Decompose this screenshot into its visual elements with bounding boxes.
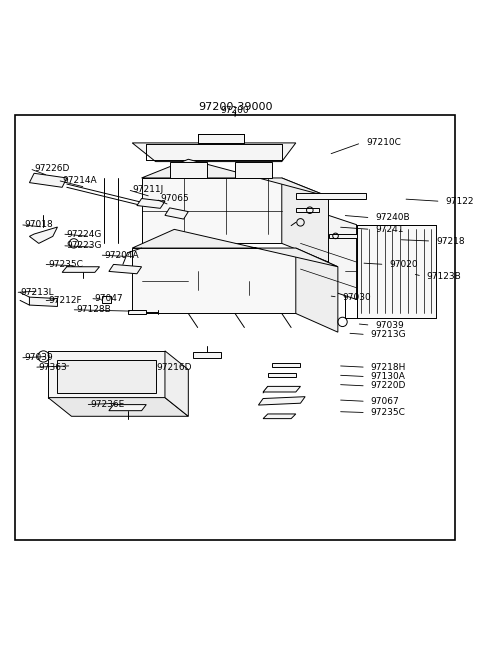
Polygon shape xyxy=(357,225,436,318)
Polygon shape xyxy=(142,159,328,196)
Polygon shape xyxy=(235,162,273,178)
Polygon shape xyxy=(102,295,111,303)
Polygon shape xyxy=(258,397,305,405)
Polygon shape xyxy=(132,248,296,314)
Text: 97214A: 97214A xyxy=(62,176,97,185)
Text: 97226D: 97226D xyxy=(34,164,70,173)
Text: 97236E: 97236E xyxy=(90,400,124,409)
Text: 97213L: 97213L xyxy=(20,288,54,297)
Polygon shape xyxy=(165,208,188,219)
Polygon shape xyxy=(142,178,282,244)
Polygon shape xyxy=(48,398,188,417)
Polygon shape xyxy=(282,178,328,262)
Polygon shape xyxy=(58,360,156,393)
Polygon shape xyxy=(268,373,296,377)
Polygon shape xyxy=(29,297,58,307)
Polygon shape xyxy=(132,229,338,267)
Polygon shape xyxy=(193,352,221,358)
Polygon shape xyxy=(296,208,319,212)
Text: 97122: 97122 xyxy=(445,196,474,206)
Polygon shape xyxy=(165,351,188,417)
Text: 97211J: 97211J xyxy=(132,185,164,194)
Text: 97218: 97218 xyxy=(436,236,465,246)
Text: 97213G: 97213G xyxy=(371,330,406,339)
Polygon shape xyxy=(273,363,300,367)
Text: 97204A: 97204A xyxy=(104,251,139,259)
Polygon shape xyxy=(62,267,99,272)
Text: 97216D: 97216D xyxy=(156,363,192,372)
Text: 97039: 97039 xyxy=(25,354,53,362)
Polygon shape xyxy=(300,206,357,299)
Text: 97039: 97039 xyxy=(375,321,404,329)
Text: 97130A: 97130A xyxy=(371,372,406,381)
Polygon shape xyxy=(109,265,142,274)
Text: 97030: 97030 xyxy=(343,293,372,301)
Polygon shape xyxy=(137,198,165,208)
Text: 97235C: 97235C xyxy=(48,260,83,269)
Text: 97020: 97020 xyxy=(389,260,418,269)
Polygon shape xyxy=(48,351,165,398)
Text: 97220D: 97220D xyxy=(371,381,406,390)
Polygon shape xyxy=(296,248,338,332)
Polygon shape xyxy=(109,405,146,411)
Bar xyxy=(345,225,357,318)
Text: 97224G: 97224G xyxy=(67,229,102,238)
Text: 97123B: 97123B xyxy=(427,272,461,280)
Text: 97065: 97065 xyxy=(160,195,189,204)
Polygon shape xyxy=(169,162,207,178)
Text: 97018: 97018 xyxy=(25,220,53,229)
Text: 97047: 97047 xyxy=(95,294,123,303)
Text: 97212F: 97212F xyxy=(48,296,82,305)
Text: 97223G: 97223G xyxy=(67,241,102,250)
Text: 97210C: 97210C xyxy=(366,138,401,147)
Text: 97235C: 97235C xyxy=(371,408,406,417)
Text: 97128B: 97128B xyxy=(76,305,111,314)
Polygon shape xyxy=(328,234,357,238)
Polygon shape xyxy=(128,310,146,314)
Text: 97200: 97200 xyxy=(221,105,250,115)
Polygon shape xyxy=(132,143,296,162)
Text: 97200-39000: 97200-39000 xyxy=(198,102,272,112)
Text: 97241: 97241 xyxy=(375,225,404,234)
Text: 97363: 97363 xyxy=(39,363,68,372)
Text: 97067: 97067 xyxy=(371,397,399,406)
Polygon shape xyxy=(29,174,67,187)
Text: 97240B: 97240B xyxy=(375,213,410,222)
Polygon shape xyxy=(296,193,366,199)
Polygon shape xyxy=(263,386,300,392)
Polygon shape xyxy=(29,227,58,244)
Polygon shape xyxy=(198,134,244,143)
Text: 97218H: 97218H xyxy=(371,363,406,372)
Polygon shape xyxy=(263,414,296,419)
